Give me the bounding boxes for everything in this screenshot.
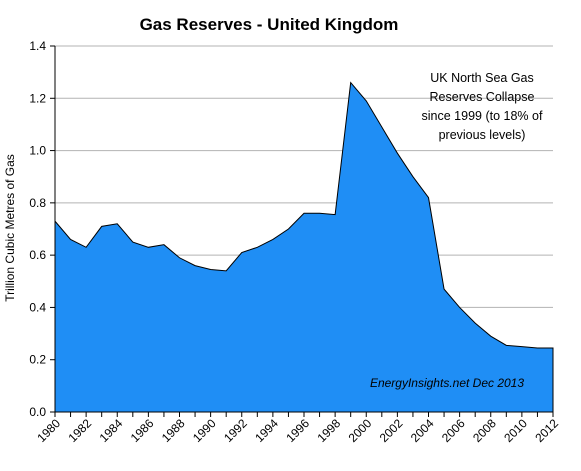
y-tick-label: 1.4	[29, 39, 46, 53]
y-tick-label: 1.0	[29, 144, 46, 158]
x-tick-label: 1990	[190, 416, 219, 445]
x-tick-label: 1996	[283, 416, 312, 445]
x-tick-labels: 1980 1982 1984 1986 1988 1990 1992 1994 1996 1998…	[34, 416, 561, 445]
x-tick-label: 2002	[377, 416, 406, 445]
y-tick-label: 0.2	[29, 353, 46, 367]
y-tick-label: 0.6	[29, 248, 46, 262]
annotation-line: previous levels)	[439, 128, 526, 142]
y-tick-label: 1.2	[29, 91, 46, 105]
x-tick-label: 1980	[34, 416, 63, 445]
source-note: EnergyInsights.net Dec 2013	[370, 376, 524, 390]
area-series	[54, 81, 554, 413]
annotation: UK North Sea Gas Reserves Collapse since…	[422, 71, 543, 142]
annotation-line: UK North Sea Gas	[430, 71, 534, 85]
annotation-line: Reserves Collapse	[430, 90, 535, 104]
x-tick-label: 2008	[470, 416, 499, 445]
y-tick-labels: 0.0 0.2 0.4 0.6 0.8 1.0 1.2 1.4	[29, 39, 46, 419]
x-tick-label: 2004	[408, 416, 437, 445]
annotation-line: since 1999 (to 18% of	[422, 109, 543, 123]
x-tick-label: 1992	[221, 416, 250, 445]
x-tick-label: 2000	[346, 416, 375, 445]
axes	[50, 45, 554, 417]
x-tick-label: 2012	[532, 416, 561, 445]
chart-title: Gas Reserves - United Kingdom	[140, 15, 399, 34]
x-tick-label: 2010	[501, 416, 530, 445]
gas-reserves-area	[54, 81, 554, 413]
x-tick-label: 1982	[65, 416, 94, 445]
x-tick-label: 1988	[159, 416, 188, 445]
y-tick-label: 0.8	[29, 196, 46, 210]
y-tick-label: 0.4	[29, 300, 46, 314]
x-tick-label: 1986	[128, 416, 157, 445]
x-tick-label: 1984	[97, 416, 126, 445]
y-axis-label: Trillion Cubic Metres of Gas	[3, 154, 17, 302]
x-tick-label: 1998	[314, 416, 343, 445]
y-tick-label: 0.0	[29, 405, 46, 419]
x-tick-label: 1994	[252, 416, 281, 445]
x-tick-label: 2006	[439, 416, 468, 445]
